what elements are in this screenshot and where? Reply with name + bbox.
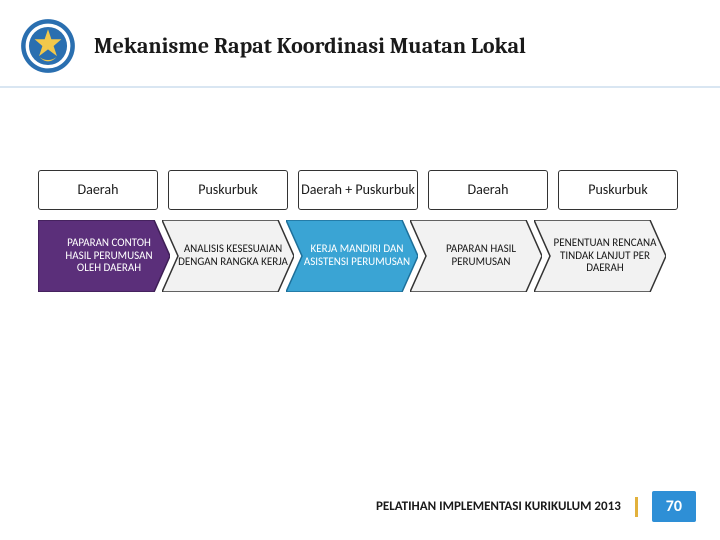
tutwuri-logo (20, 18, 76, 74)
logo-svg (20, 18, 76, 74)
stage-label: Daerah (428, 170, 548, 210)
process-chevron: PENENTUAN RENCANA TINDAK LANJUT PER DAER… (534, 220, 666, 292)
process-chevron: ANALISIS KESESUAIAN DENGAN RANGKA KERJA (162, 220, 294, 292)
process-chevron: PAPARAN HASIL PERUMUSAN (410, 220, 542, 292)
chevron-text: KERJA MANDIRI DAN ASISTENSI PERUMUSAN (300, 220, 414, 292)
footer: PELATIHAN IMPLEMENTASI KURIKULUM 2013 70 (376, 491, 696, 522)
chevron-text: PENENTUAN RENCANA TINDAK LANJUT PER DAER… (548, 220, 662, 292)
stage-label: Daerah + Puskurbuk (298, 170, 418, 210)
stage-label-text: Puskurbuk (588, 182, 648, 197)
header: Mekanisme Rapat Koordinasi Muatan Lokal (0, 0, 720, 88)
label-row: Daerah Puskurbuk Daerah + Puskurbuk Daer… (38, 170, 682, 210)
chevron-text: PAPARAN HASIL PERUMUSAN (424, 220, 538, 292)
flow-diagram: Daerah Puskurbuk Daerah + Puskurbuk Daer… (38, 170, 682, 292)
stage-label: Puskurbuk (168, 170, 288, 210)
stage-label: Daerah (38, 170, 158, 210)
chevron-row: PAPARAN CONTOH HASIL PERUMUSAN OLEH DAER… (38, 220, 682, 292)
footer-text: PELATIHAN IMPLEMENTASI KURIKULUM 2013 (376, 499, 621, 514)
process-chevron: PAPARAN CONTOH HASIL PERUMUSAN OLEH DAER… (38, 220, 170, 292)
chevron-text: PAPARAN CONTOH HASIL PERUMUSAN OLEH DAER… (52, 220, 166, 292)
page-title: Mekanisme Rapat Koordinasi Muatan Lokal (94, 33, 526, 59)
stage-label-text: Daerah (78, 182, 119, 197)
stage-label-text: Daerah + Puskurbuk (301, 182, 415, 197)
stage-label: Puskurbuk (558, 170, 678, 210)
footer-separator (635, 497, 638, 517)
stage-label-text: Puskurbuk (198, 182, 258, 197)
process-chevron: KERJA MANDIRI DAN ASISTENSI PERUMUSAN (286, 220, 418, 292)
stage-label-text: Daerah (468, 182, 509, 197)
chevron-text: ANALISIS KESESUAIAN DENGAN RANGKA KERJA (176, 220, 290, 292)
page-number-badge: 70 (652, 491, 696, 522)
